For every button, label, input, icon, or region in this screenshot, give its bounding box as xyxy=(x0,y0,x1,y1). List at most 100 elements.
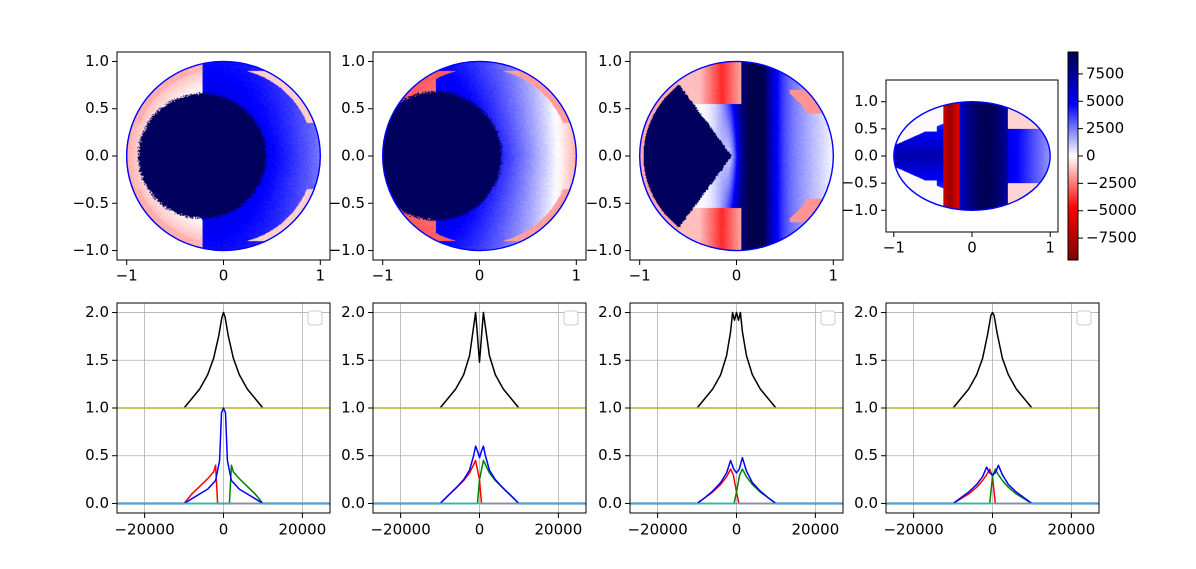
x-tick-label: 0 xyxy=(732,521,742,539)
y-tick-label: 0.5 xyxy=(85,99,109,117)
profile-panel-2: −20000 0 20000 0.0 0.5 1.0 1.5 2.0 xyxy=(341,302,587,539)
y-tick-label: 1.0 xyxy=(854,92,878,110)
colorbar-gradient xyxy=(1067,51,1079,261)
x-tick-label: 20000 xyxy=(792,521,840,539)
disk-heatmap xyxy=(126,61,321,251)
x-tick-label: 0 xyxy=(967,239,977,257)
y-tick-label: 1.0 xyxy=(85,52,109,70)
y-tick-label: −1.0 xyxy=(73,241,109,259)
y-tick-label: −1.0 xyxy=(842,201,878,219)
y-tick-label: 0.0 xyxy=(85,494,109,512)
y-tick-label: 1.0 xyxy=(341,399,365,417)
x-tick-label: −20000 xyxy=(627,521,687,539)
colorbar: 7500 5000 2500 0 −2500 −5000 −7500 xyxy=(1067,51,1137,261)
x-tick-label: 0 xyxy=(219,521,229,539)
series-line-5 xyxy=(373,445,586,505)
series-line-4 xyxy=(117,464,330,505)
y-tick-label: 0.0 xyxy=(85,147,109,165)
y-tick-label: 1.5 xyxy=(85,351,109,369)
disk-heatmap xyxy=(382,61,577,251)
y-tick-label: 2.0 xyxy=(341,303,365,321)
disk-panel-4: −1 0 1 1.0 0.5 0.0 −0.5 −1.0 xyxy=(842,79,1059,257)
x-tick-label: −1 xyxy=(883,239,905,257)
y-tick-label: 1.5 xyxy=(341,351,365,369)
x-tick-label: 0 xyxy=(475,267,485,285)
x-tick-label: −20000 xyxy=(370,521,430,539)
y-tick-label: 0.5 xyxy=(341,446,365,464)
colorbar-tick-label: −2500 xyxy=(1086,174,1137,192)
y-tick-label: 0.0 xyxy=(854,147,878,165)
y-tick-label: 2.0 xyxy=(85,303,109,321)
profile-panel-1: −20000 0 20000 0.0 0.5 1.0 1.5 2.0 xyxy=(85,302,331,539)
unit-circle-outline xyxy=(893,101,1051,211)
y-tick-label: 1.0 xyxy=(341,52,365,70)
disk-panel-2: −1 0 1 1.0 0.5 0.0 −0.5 −1.0 xyxy=(329,51,587,285)
y-tick-label: 2.0 xyxy=(598,303,622,321)
y-tick-label: 0.5 xyxy=(854,119,878,137)
series-line-5 xyxy=(117,407,330,505)
x-tick-label: −1 xyxy=(116,267,138,285)
y-tick-label: 0.0 xyxy=(598,494,622,512)
series-line-5 xyxy=(630,456,843,505)
profile-panel-3: −20000 0 20000 0.0 0.5 1.0 1.5 2.0 xyxy=(598,302,844,539)
series-line-5 xyxy=(886,464,1099,505)
y-tick-label: 0.0 xyxy=(341,147,365,165)
y-tick-label: 0.0 xyxy=(341,494,365,512)
series-line-1 xyxy=(952,311,1033,409)
y-tick-label: 1.5 xyxy=(854,351,878,369)
unit-circle-outline xyxy=(381,60,578,252)
x-tick-label: 0 xyxy=(219,267,229,285)
y-tick-label: 1.0 xyxy=(854,399,878,417)
x-tick-label: 1 xyxy=(829,267,839,285)
y-tick-label: 0.0 xyxy=(598,147,622,165)
empty-legend-box xyxy=(563,310,579,326)
x-tick-label: 20000 xyxy=(535,521,583,539)
series-line-1 xyxy=(696,311,777,409)
y-tick-label: −1.0 xyxy=(329,241,365,259)
y-tick-label: −1.0 xyxy=(586,241,622,259)
y-tick-label: 0.5 xyxy=(598,99,622,117)
y-tick-label: 1.0 xyxy=(598,52,622,70)
y-tick-label: 0.5 xyxy=(341,99,365,117)
x-tick-label: 0 xyxy=(732,267,742,285)
y-tick-label: 1.0 xyxy=(85,399,109,417)
x-tick-label: −1 xyxy=(372,267,394,285)
empty-legend-box xyxy=(1076,310,1092,326)
y-tick-label: 2.0 xyxy=(854,303,878,321)
unit-circle-outline xyxy=(125,60,322,252)
x-tick-label: −20000 xyxy=(883,521,943,539)
unit-circle-outline xyxy=(638,60,835,252)
disk-heatmap xyxy=(639,61,834,251)
x-tick-label: 1 xyxy=(1045,239,1055,257)
colorbar-tick-label: 5000 xyxy=(1086,92,1124,110)
series-line-1 xyxy=(183,311,264,409)
x-tick-label: 0 xyxy=(475,521,485,539)
empty-legend-box xyxy=(820,310,836,326)
colorbar-tick-label: −7500 xyxy=(1086,229,1137,247)
y-tick-label: −0.5 xyxy=(73,194,109,212)
y-tick-label: 0.5 xyxy=(854,446,878,464)
x-tick-label: 1 xyxy=(316,267,326,285)
disk-heatmap xyxy=(893,101,1051,211)
x-tick-label: −20000 xyxy=(114,521,174,539)
y-tick-label: 0.5 xyxy=(598,446,622,464)
x-tick-label: 1 xyxy=(572,267,582,285)
y-tick-label: −0.5 xyxy=(586,194,622,212)
colorbar-tick-label: 7500 xyxy=(1086,64,1124,82)
y-tick-label: −0.5 xyxy=(329,194,365,212)
disk-panel-1: −1 0 1 1.0 0.5 0.0 −0.5 −1.0 xyxy=(73,51,331,285)
empty-legend-box xyxy=(307,310,323,326)
series-line-1 xyxy=(439,311,520,409)
series-line-3 xyxy=(117,464,330,505)
y-tick-label: 0.5 xyxy=(85,446,109,464)
x-tick-label: 0 xyxy=(988,521,998,539)
y-tick-label: 1.0 xyxy=(598,399,622,417)
x-tick-label: −1 xyxy=(629,267,651,285)
x-tick-label: 20000 xyxy=(279,521,327,539)
colorbar-tick-label: 0 xyxy=(1086,147,1096,165)
y-tick-label: −0.5 xyxy=(842,174,878,192)
y-tick-label: 1.5 xyxy=(598,351,622,369)
disk-panel-3: −1 0 1 1.0 0.5 0.0 −0.5 −1.0 xyxy=(586,51,844,285)
y-tick-label: 0.0 xyxy=(854,494,878,512)
